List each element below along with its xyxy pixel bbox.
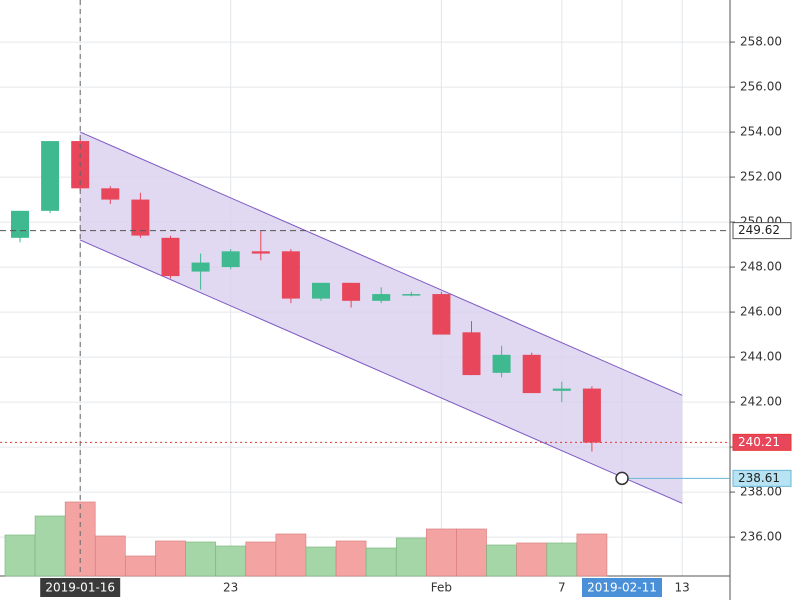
- volume-bar: [456, 528, 487, 577]
- y-tick-label: 236.00: [740, 530, 782, 544]
- volume-bar: [516, 542, 548, 577]
- candle-body: [131, 199, 150, 236]
- volume-bar: [576, 533, 608, 577]
- channel-lower: [79, 239, 683, 504]
- candle-body: [432, 294, 451, 335]
- y-tick-label: 246.00: [740, 305, 782, 319]
- volume-bar: [486, 544, 517, 577]
- volume-bar: [275, 533, 307, 577]
- candle-body: [161, 237, 180, 277]
- candle-body: [312, 282, 330, 299]
- price-label: 240.21: [738, 435, 780, 449]
- candle-body: [402, 294, 421, 296]
- y-tick-label: 248.00: [740, 260, 782, 274]
- x-tick-label: 13: [675, 581, 690, 595]
- candle-body: [492, 354, 511, 373]
- y-tick-label: 244.00: [740, 350, 782, 364]
- price-label: 249.62: [738, 223, 780, 237]
- candle-body: [191, 262, 210, 272]
- volume-bar: [185, 541, 216, 577]
- candle-body: [522, 354, 541, 394]
- x-tick-label: 7: [558, 581, 566, 595]
- candle-body: [462, 332, 481, 376]
- price-label-box: [732, 433, 792, 451]
- price-label-box: [732, 469, 792, 487]
- volume-bar: [245, 541, 277, 577]
- channel-upper: [79, 131, 683, 396]
- x-tick-label: 2019-01-16: [45, 581, 115, 595]
- volume-bar: [305, 546, 337, 577]
- volume-bar: [365, 547, 397, 577]
- candle-body: [251, 251, 270, 254]
- x-tick-label: Feb: [431, 581, 452, 595]
- y-tick-label: 238.00: [740, 485, 782, 499]
- candle-body: [41, 141, 60, 211]
- x-label-box: [40, 578, 121, 597]
- candle-body: [101, 188, 120, 200]
- volume-bar: [546, 542, 578, 577]
- x-label-box: [582, 578, 662, 597]
- y-tick-label: 258.00: [740, 35, 782, 49]
- price-label-box: [732, 222, 792, 240]
- candle-body: [582, 388, 601, 443]
- volume-bar: [395, 537, 427, 577]
- y-tick-label: 254.00: [740, 125, 782, 139]
- price-point: [615, 471, 629, 486]
- volume-bar: [215, 545, 247, 577]
- volume-bar: [94, 535, 126, 577]
- candle-body: [281, 251, 300, 299]
- y-tick-label: 242.00: [740, 395, 782, 409]
- channel-fill: [80, 132, 683, 504]
- x-tick-label: 2019-02-11: [587, 581, 657, 595]
- candle-body: [221, 251, 240, 268]
- candle-body: [11, 210, 29, 238]
- price-label: 238.61: [738, 471, 780, 485]
- volume-bar: [155, 540, 186, 577]
- volume-bar: [4, 534, 36, 577]
- candle-body: [342, 282, 361, 301]
- volume-bar: [125, 555, 156, 577]
- x-tick-label: 23: [223, 581, 238, 595]
- volume-bar: [426, 528, 457, 577]
- y-tick-label: 256.00: [740, 80, 782, 94]
- candle-body: [552, 388, 571, 391]
- volume-bar: [335, 540, 367, 577]
- candle-body: [372, 294, 391, 301]
- volume-bar: [34, 515, 66, 577]
- y-tick-label: 252.00: [740, 170, 782, 184]
